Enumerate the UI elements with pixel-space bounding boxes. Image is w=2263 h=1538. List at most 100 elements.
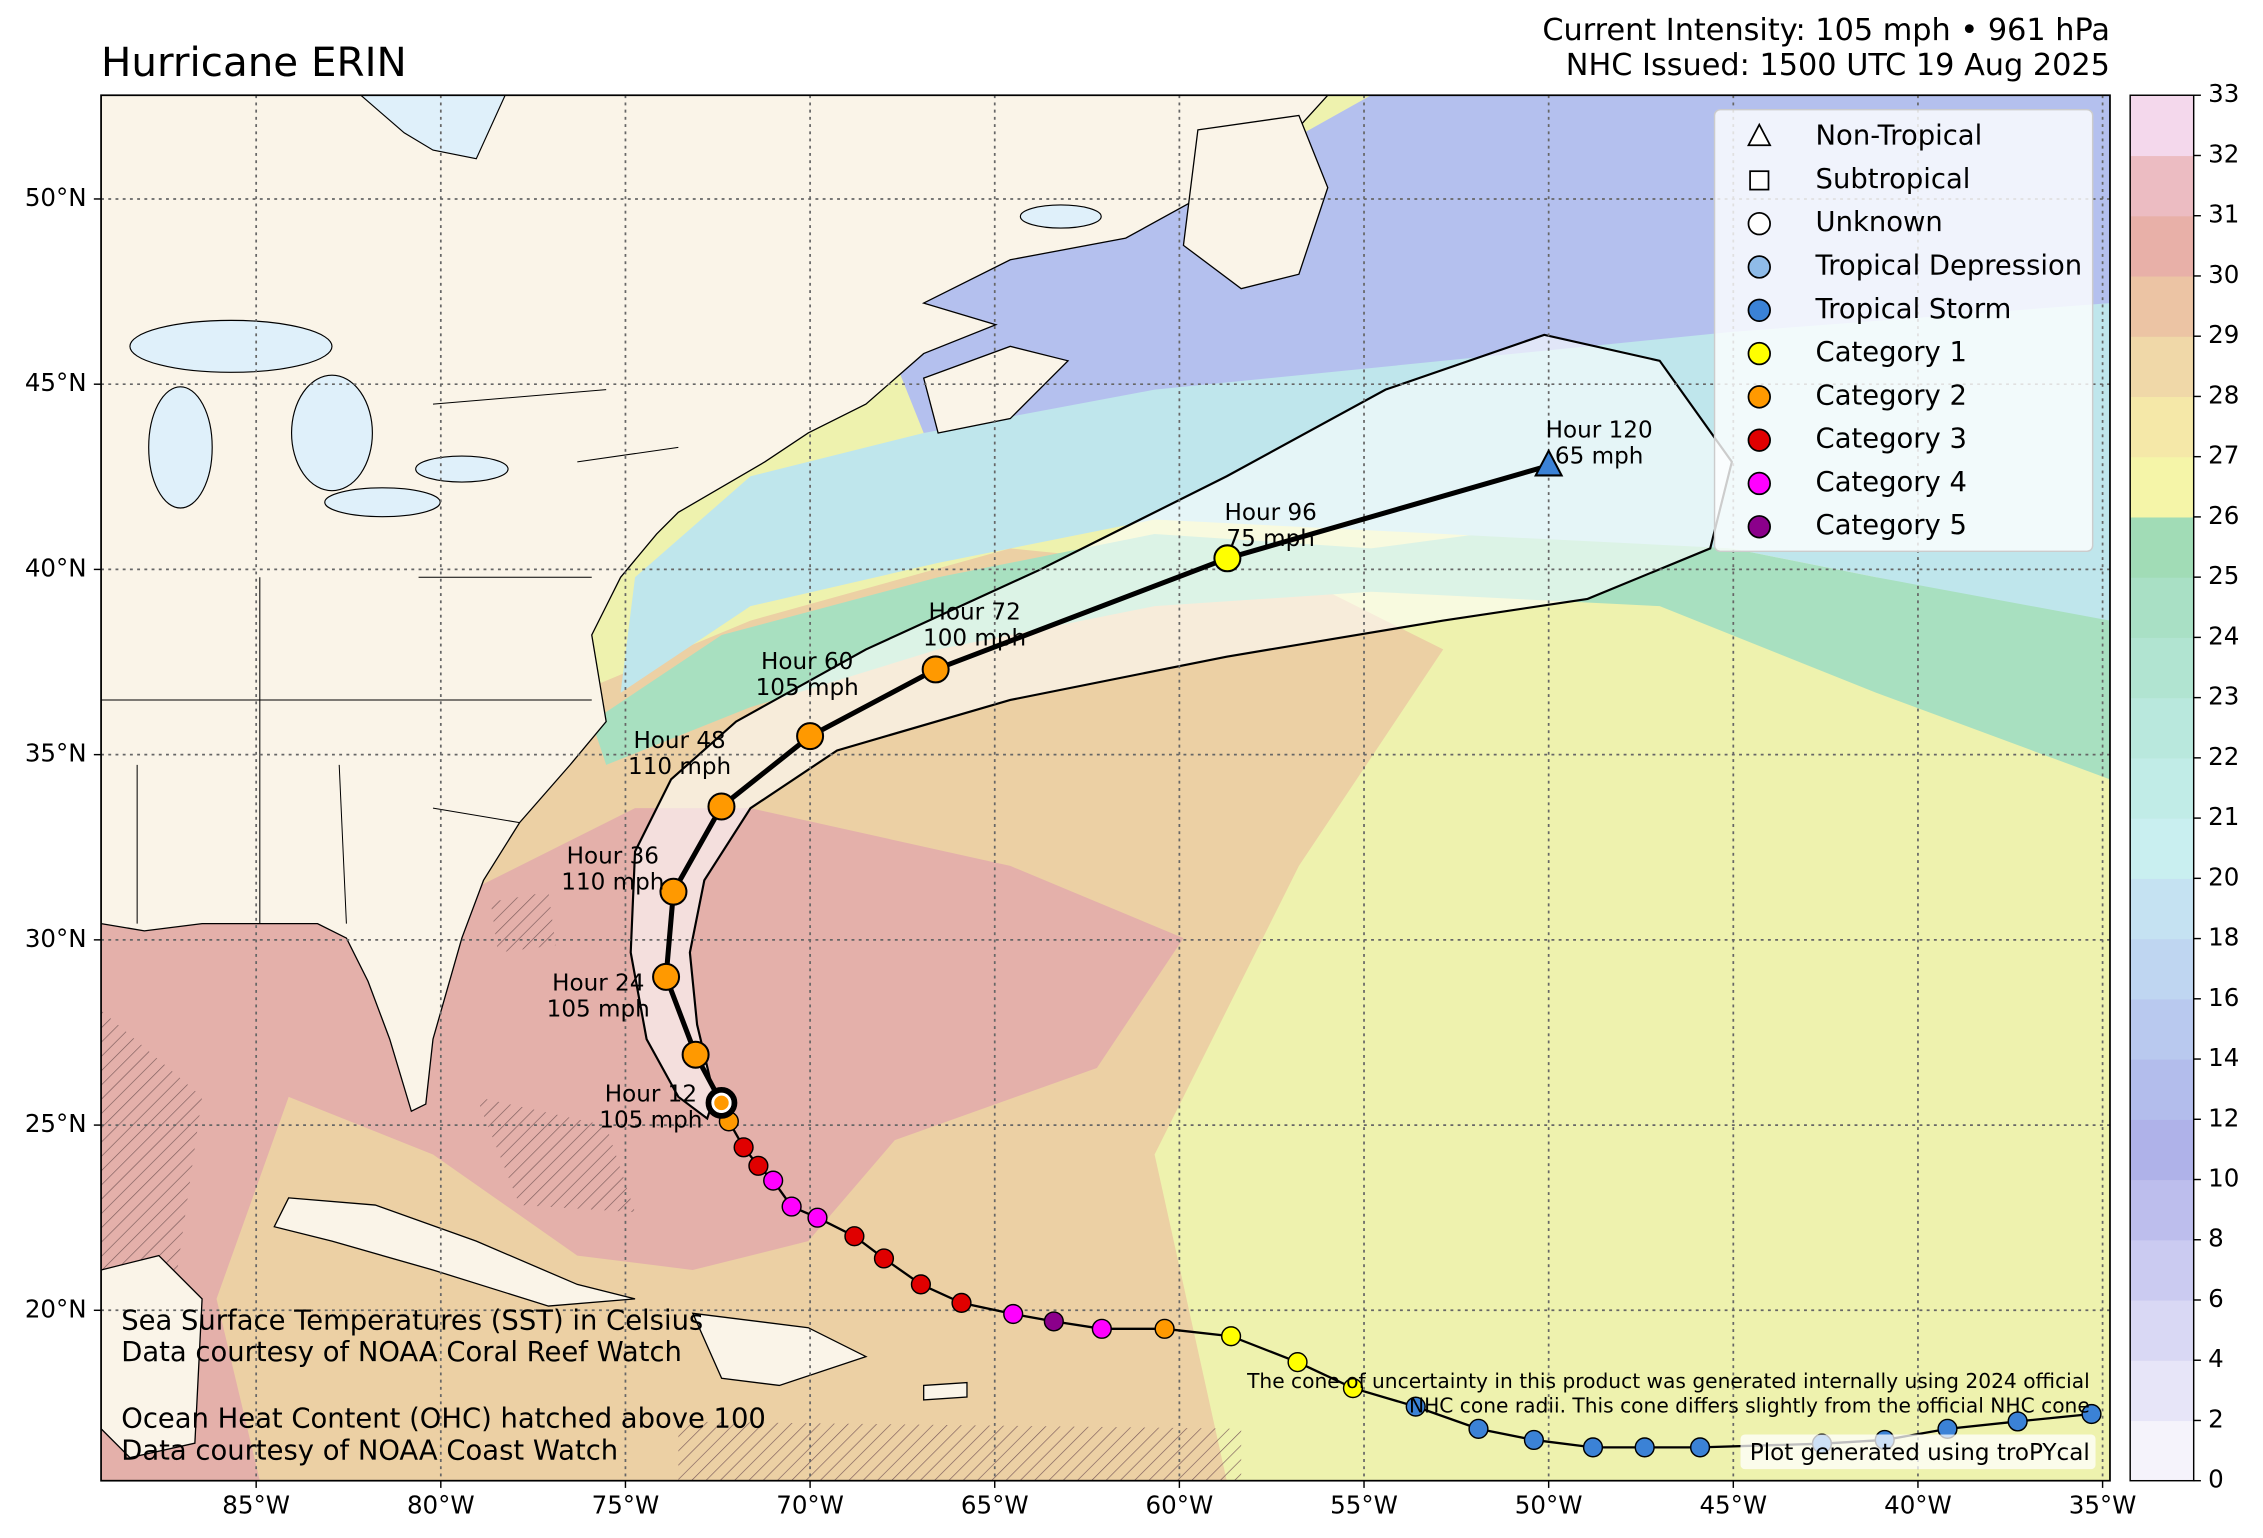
lat-tick-label: 20°N bbox=[25, 1294, 87, 1323]
marker-circle bbox=[1582, 1437, 1604, 1458]
ohc-note: Ocean Heat Content (OHC) hatched above 1… bbox=[121, 1404, 766, 1435]
colorbar-segment bbox=[2130, 577, 2194, 638]
title: Hurricane ERIN bbox=[101, 38, 407, 86]
colorbar-tick-label: 24 bbox=[2208, 621, 2239, 650]
forecast-wind-label: 65 mph bbox=[1555, 444, 1643, 470]
lon-tick-label: 40°W bbox=[1884, 1491, 1952, 1520]
map-frame bbox=[100, 94, 2111, 1482]
current-position-fill bbox=[711, 1092, 732, 1113]
colorbar-tick-label: 28 bbox=[2208, 380, 2239, 409]
forecast-wind-label: 100 mph bbox=[923, 626, 1026, 652]
marker-circle bbox=[1689, 1437, 1711, 1458]
legend-label: Category 5 bbox=[1816, 510, 1967, 541]
colorbar-tick-label: 2 bbox=[2208, 1404, 2224, 1433]
marker-circle bbox=[873, 1248, 895, 1269]
forecast-wind-label: 75 mph bbox=[1226, 526, 1314, 552]
colorbar-tick-label: 30 bbox=[2208, 260, 2239, 289]
lake bbox=[415, 455, 509, 483]
marker-circle bbox=[1468, 1418, 1489, 1439]
colorbar-tick-label: 29 bbox=[2208, 320, 2239, 349]
lon-tick-label: 85°W bbox=[222, 1491, 290, 1520]
sst-mid bbox=[591, 519, 2110, 780]
marker-triangle bbox=[1747, 122, 1772, 147]
marker-circle bbox=[681, 1040, 710, 1069]
lon-tick-label: 55°W bbox=[1330, 1491, 1398, 1520]
lon-tick-label: 80°W bbox=[407, 1491, 475, 1520]
colorbar-tick-label: 14 bbox=[2208, 1043, 2239, 1072]
ohc-hatch bbox=[678, 1421, 1242, 1481]
lake bbox=[148, 386, 213, 509]
forecast-hour-label: Hour 36 bbox=[567, 844, 659, 870]
cone-of-uncertainty bbox=[629, 333, 1734, 1121]
forecast-hour-label: Hour 60 bbox=[761, 649, 853, 675]
marker-circle bbox=[844, 1226, 865, 1247]
colorbar-segment bbox=[2130, 1179, 2194, 1241]
legend-label: Subtropical bbox=[1816, 164, 1971, 195]
borders bbox=[101, 389, 679, 924]
lon-tick-label: 60°W bbox=[1146, 1491, 1214, 1520]
colorbar-segment bbox=[2130, 275, 2194, 337]
lake bbox=[324, 487, 441, 518]
ohc-hatch bbox=[101, 1010, 203, 1299]
marker-circle bbox=[1523, 1429, 1544, 1451]
legend-label: Category 2 bbox=[1816, 380, 1967, 411]
colorbar-segment bbox=[2130, 818, 2194, 879]
colorbar: 0246810121416182021222324252627282930313… bbox=[2129, 79, 2239, 1494]
land bbox=[101, 1254, 203, 1459]
marker-circle bbox=[1213, 544, 1242, 573]
lon-tick-label: 50°W bbox=[1515, 1491, 1583, 1520]
marker-circle bbox=[1220, 1326, 1242, 1347]
lat-tick-label: 30°N bbox=[25, 924, 87, 953]
marker-circle bbox=[796, 722, 825, 751]
colorbar-tick-label: 33 bbox=[2208, 79, 2239, 108]
colorbar-tick-label: 0 bbox=[2208, 1465, 2224, 1494]
lon-tick-label: 65°W bbox=[961, 1491, 1029, 1520]
forecast-hour-label: Hour 12 bbox=[605, 1082, 697, 1108]
colorbar-segment bbox=[2130, 878, 2194, 940]
colorbar-tick-label: 18 bbox=[2208, 923, 2239, 952]
ohc-hatch bbox=[476, 1096, 636, 1213]
forecast-hour-label: Hour 120 bbox=[1546, 418, 1653, 444]
colorbar-tick-label: 23 bbox=[2208, 682, 2239, 711]
colorbar-segment bbox=[2130, 456, 2194, 518]
forecast-hour-label: Hour 72 bbox=[928, 600, 1020, 626]
forecast-wind-label: 105 mph bbox=[756, 675, 859, 701]
lake bbox=[1019, 204, 1102, 229]
legend-label: Category 4 bbox=[1816, 467, 1967, 498]
lat-tick-label: 25°N bbox=[25, 1109, 87, 1138]
marker-circle bbox=[1747, 515, 1771, 539]
sst-note: Data courtesy of NOAA Coral Reef Watch bbox=[121, 1337, 682, 1368]
water bbox=[359, 95, 506, 160]
marker-circle bbox=[2007, 1411, 2028, 1432]
forecast-wind-label: 110 mph bbox=[561, 870, 664, 896]
lake bbox=[290, 374, 373, 492]
colorbar-segment bbox=[2130, 155, 2194, 217]
colorbar-segment bbox=[2130, 215, 2194, 277]
current-position bbox=[705, 1086, 738, 1119]
marker-circle bbox=[951, 1292, 972, 1313]
colorbar-tick-label: 26 bbox=[2208, 501, 2239, 530]
colorbar-segment bbox=[2130, 95, 2194, 157]
marker-circle bbox=[707, 792, 736, 821]
lat-tick-label: 50°N bbox=[25, 183, 87, 212]
ohc-note: Data courtesy of NOAA Coast Watch bbox=[121, 1435, 618, 1466]
legend-label: Unknown bbox=[1816, 207, 1943, 238]
marker-circle bbox=[652, 962, 681, 991]
issued: NHC Issued: 1500 UTC 19 Aug 2025 bbox=[1566, 48, 2110, 83]
colorbar-tick-label: 32 bbox=[2208, 139, 2239, 168]
marker-circle bbox=[733, 1137, 754, 1158]
marker-circle bbox=[1634, 1437, 1655, 1458]
colorbar-tick-label: 22 bbox=[2208, 742, 2239, 771]
land bbox=[923, 1381, 968, 1401]
marker-circle bbox=[1747, 341, 1771, 366]
legend-label: Tropical Storm bbox=[1815, 294, 2012, 325]
lat-tick-label: 40°N bbox=[25, 553, 87, 582]
marker-circle bbox=[1405, 1396, 1426, 1417]
land bbox=[101, 95, 1329, 1113]
land bbox=[922, 345, 1070, 434]
marker-circle bbox=[1747, 428, 1771, 452]
colorbar-segment bbox=[2130, 938, 2194, 1000]
lake bbox=[129, 319, 333, 373]
colorbar-segment bbox=[2130, 1299, 2194, 1361]
